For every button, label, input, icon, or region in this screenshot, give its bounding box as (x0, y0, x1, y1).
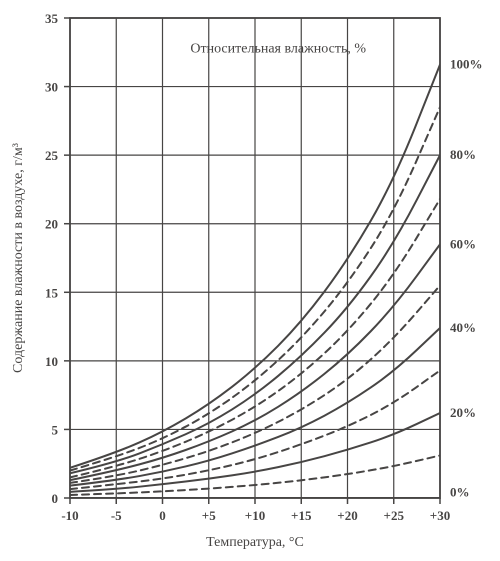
x-tick-label: +15 (291, 508, 312, 523)
chart-svg: -10 -5 0 +5 +10 +15 +20 +25 +30 0 5 10 15 20 25 30 35 Тем… (0, 0, 500, 561)
y-tick-label: 35 (45, 11, 59, 26)
x-tick-label: 0 (159, 508, 166, 523)
x-tick-label: +25 (384, 508, 405, 523)
series-label: 0% (450, 485, 470, 500)
series-label: 100% (450, 57, 483, 72)
x-axis-label: Температура, °С (206, 535, 304, 550)
y-tick-label: 5 (52, 422, 59, 437)
series-label: 40% (450, 320, 476, 335)
series-label: 60% (450, 236, 476, 251)
y-tick-label: 0 (52, 491, 59, 506)
x-tick-label: -5 (111, 508, 122, 523)
y-tick-label: 15 (45, 285, 59, 300)
y-tick-label: 10 (45, 354, 58, 369)
legend-title: Относительная влажность, % (190, 41, 366, 56)
x-tick-label: +5 (202, 508, 216, 523)
y-axis-label: Содержание влажности в воздухе, г/м³ (11, 143, 26, 373)
y-tick-label: 25 (45, 148, 59, 163)
series-label: 80% (450, 147, 476, 162)
x-tick-label: +10 (245, 508, 265, 523)
series-label: 20% (450, 405, 476, 420)
y-tick-label: 30 (45, 80, 58, 95)
y-tick-label: 20 (45, 217, 58, 232)
humidity-chart: -10 -5 0 +5 +10 +15 +20 +25 +30 0 5 10 15 20 25 30 35 Тем… (0, 0, 500, 561)
x-tick-label: -10 (61, 508, 78, 523)
x-tick-label: +30 (430, 508, 450, 523)
x-tick-label: +20 (337, 508, 357, 523)
